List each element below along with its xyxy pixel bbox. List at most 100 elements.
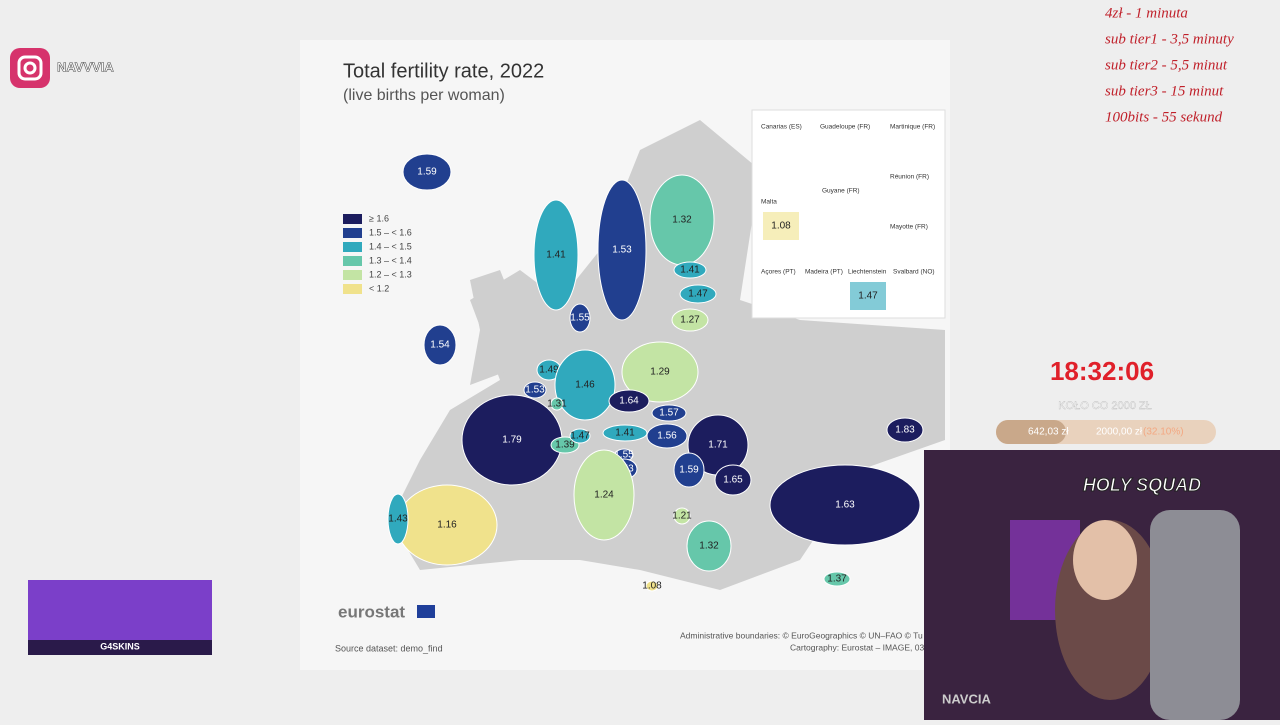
inset-label: Madeira (PT) bbox=[805, 269, 843, 276]
region-value: 1.31 bbox=[547, 399, 567, 410]
region-value: 1.63 bbox=[835, 500, 855, 511]
legend-swatch bbox=[343, 228, 362, 238]
region-value: 1.47 bbox=[688, 289, 708, 300]
region-value: 1.37 bbox=[827, 574, 847, 585]
region-value: 1.71 bbox=[708, 440, 728, 451]
inset-label: Canarias (ES) bbox=[761, 124, 802, 131]
goal-current: 642,03 zł bbox=[1028, 427, 1069, 438]
inset-label: Réunion (FR) bbox=[890, 174, 929, 181]
region-shape bbox=[554, 349, 616, 421]
region-shape bbox=[646, 423, 688, 449]
region-value: 1.59 bbox=[417, 167, 437, 178]
region-value: 1.43 bbox=[388, 514, 408, 525]
regions: 1.59 1.41 1.53 1.32 1.41 1.47 1.27 1.55 1.54 1.49… bbox=[387, 153, 924, 592]
credits-line: Administrative boundaries: © EuroGeograp… bbox=[680, 630, 923, 640]
region-value: 1.57 bbox=[659, 408, 679, 419]
region-value: 1.46 bbox=[575, 380, 595, 391]
region-shape bbox=[608, 389, 650, 413]
map-title: Total fertility rate, 2022 bbox=[343, 60, 544, 82]
legend-label: 1.4 – < 1.5 bbox=[369, 241, 412, 251]
reward-line: sub tier1 - 3,5 minuty bbox=[1105, 31, 1234, 47]
reward-line: 100bits - 55 sekund bbox=[1105, 109, 1223, 125]
region-value: 1.56 bbox=[657, 431, 677, 442]
region-value: 1.32 bbox=[699, 541, 719, 552]
region-shape bbox=[621, 341, 699, 403]
inset-area bbox=[850, 282, 886, 310]
sponsor-name: G4SKINS bbox=[100, 641, 140, 651]
region-value: 1.55 bbox=[570, 313, 590, 324]
eu-flag bbox=[417, 605, 435, 618]
region-shape bbox=[423, 324, 457, 366]
reward-line: sub tier2 - 5,5 minut bbox=[1105, 57, 1228, 73]
uk-land bbox=[470, 270, 520, 385]
goal-title: KOŁO CO 2000 ZŁ bbox=[1058, 400, 1152, 412]
region-value: 1.41 bbox=[615, 428, 635, 439]
goal-target: 2000,00 zł bbox=[1096, 427, 1143, 438]
inset-label: Malta bbox=[761, 199, 777, 206]
region-value: 1.24 bbox=[594, 490, 614, 501]
region-shape bbox=[573, 449, 635, 541]
inset-value: 1.08 bbox=[771, 221, 791, 232]
region-shape bbox=[402, 153, 452, 191]
inset-label: Liechtenstein bbox=[848, 269, 887, 276]
sponsor-bar bbox=[28, 640, 212, 655]
inset-label: Guyane (FR) bbox=[822, 188, 860, 195]
region-shape bbox=[550, 436, 580, 454]
webcam-badge: HOLY SQUAD bbox=[1083, 475, 1201, 495]
region-value: 1.49 bbox=[539, 365, 559, 376]
region-value: 1.41 bbox=[680, 265, 700, 276]
inset-label: Martinique (FR) bbox=[890, 124, 935, 131]
region-shape bbox=[533, 199, 579, 311]
reward-line: 4zł - 1 minuta bbox=[1105, 5, 1188, 21]
credits-line: Cartography: Eurostat – IMAGE, 03/ bbox=[790, 642, 927, 652]
region-value: 1.54 bbox=[430, 340, 450, 351]
region-shape bbox=[673, 261, 707, 279]
instagram-handle: NAVVVIA bbox=[57, 59, 114, 74]
region-shape bbox=[769, 464, 921, 546]
region-shape bbox=[387, 493, 409, 545]
region-value: 1.29 bbox=[650, 367, 670, 378]
region-shape bbox=[673, 452, 705, 488]
source: Source dataset: demo_find bbox=[335, 643, 443, 653]
map-subtitle: (live births per woman) bbox=[343, 87, 505, 104]
legend-label: ≥ 1.6 bbox=[369, 213, 389, 223]
legend-swatch bbox=[343, 270, 362, 280]
webcam-name: NAVCIA bbox=[942, 691, 991, 706]
region-value: 1.64 bbox=[619, 396, 639, 407]
insets: Canarias (ES) Guadeloupe (FR) Martinique (… bbox=[761, 124, 935, 310]
region-shape bbox=[671, 308, 709, 332]
legend-label: 1.3 – < 1.4 bbox=[369, 255, 412, 265]
region-value: 1.65 bbox=[723, 475, 743, 486]
region-value: 1.27 bbox=[680, 315, 700, 326]
region-shape bbox=[686, 520, 732, 572]
region-shape bbox=[569, 303, 591, 333]
instagram-icon-glyph bbox=[17, 55, 43, 81]
region-shape bbox=[569, 428, 591, 444]
legend-swatch bbox=[343, 284, 362, 294]
inset-value: 1.47 bbox=[858, 291, 878, 302]
legend-swatch bbox=[343, 214, 362, 224]
inset-label: Svalbard (NO) bbox=[893, 269, 935, 276]
reward-line: sub tier3 - 15 minut bbox=[1105, 83, 1224, 99]
legend-label: 1.5 – < 1.6 bbox=[369, 227, 412, 237]
region-value: 1.08 bbox=[642, 581, 662, 592]
instagram-icon bbox=[10, 48, 50, 88]
webcam-chair bbox=[1150, 510, 1240, 720]
instagram-icon-glyph bbox=[23, 61, 37, 75]
region-shape bbox=[714, 464, 752, 496]
legend-label: < 1.2 bbox=[369, 283, 389, 293]
region-value: 1.16 bbox=[437, 520, 457, 531]
region-shape bbox=[673, 507, 691, 525]
region-value: 1.53 bbox=[525, 385, 545, 396]
region-shape bbox=[679, 284, 717, 304]
region-shape bbox=[597, 179, 647, 321]
inset-label: Guadeloupe (FR) bbox=[820, 124, 870, 131]
region-value: 1.47 bbox=[570, 431, 590, 442]
legend-swatch bbox=[343, 256, 362, 266]
legend: ≥ 1.6 1.5 – < 1.6 1.4 – < 1.5 1.3 – < 1.4 1.… bbox=[343, 213, 412, 294]
inset-label: Açores (PT) bbox=[761, 269, 796, 276]
region-shape bbox=[645, 580, 659, 592]
legend-label: 1.2 – < 1.3 bbox=[369, 269, 412, 279]
inset-label: Mayotte (FR) bbox=[890, 224, 928, 231]
